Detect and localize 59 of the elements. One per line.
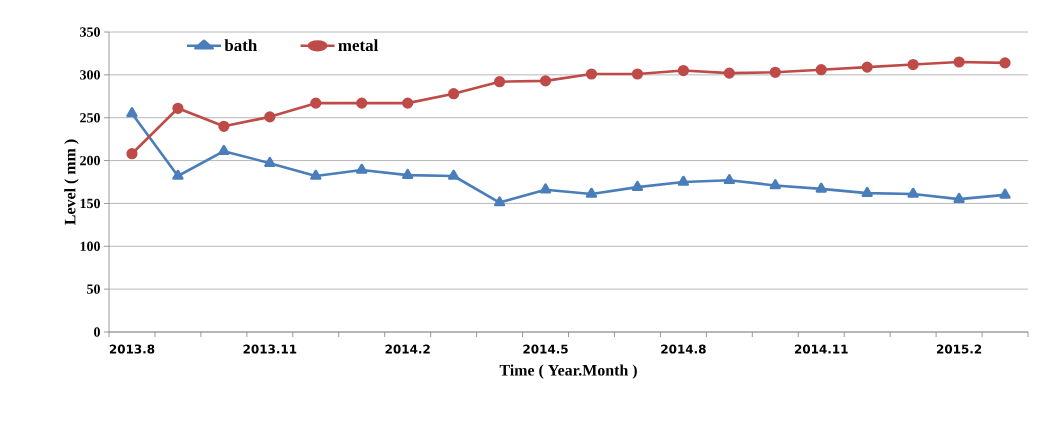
- point: [402, 97, 414, 109]
- y-tick-label: 100: [80, 241, 100, 251]
- x-tick-label: 2014.11: [794, 344, 848, 354]
- point: [677, 175, 690, 186]
- point: [402, 168, 414, 179]
- point: [907, 58, 919, 71]
- point: [310, 97, 322, 109]
- point: [953, 192, 965, 203]
- x-axis-title: Time ( Year.Month ): [499, 364, 637, 379]
- point: [539, 183, 552, 194]
- point: [493, 76, 506, 88]
- point: [861, 61, 873, 73]
- point: [172, 102, 184, 114]
- x-tick-label: 2013.11: [243, 344, 297, 354]
- point: [126, 148, 138, 160]
- point: [126, 107, 138, 118]
- point: [631, 180, 644, 191]
- point: [493, 196, 506, 207]
- point: [999, 57, 1011, 69]
- point: [585, 68, 598, 80]
- point: [769, 179, 781, 190]
- point: [356, 97, 368, 109]
- point: [815, 64, 827, 76]
- point: [172, 169, 184, 180]
- point: [448, 169, 460, 180]
- x-tick-label: 2014.8: [661, 344, 706, 354]
- point: [999, 188, 1011, 199]
- point: [631, 68, 644, 80]
- point: [907, 187, 919, 198]
- x-tick-label: 2014.2: [385, 344, 430, 354]
- point: [723, 173, 735, 185]
- point: [218, 144, 230, 155]
- y-tick-label: 150: [80, 198, 100, 209]
- point: [953, 56, 965, 68]
- point: [539, 75, 552, 87]
- point: [677, 64, 689, 77]
- point: [769, 66, 781, 78]
- point: [264, 111, 276, 123]
- point: [310, 169, 322, 180]
- legend-label: metal: [338, 39, 379, 52]
- x-tick-label: 2013.8: [109, 344, 155, 354]
- point: [218, 120, 230, 132]
- x-tick-label: 2014.5: [523, 344, 568, 354]
- y-tick-label: 300: [80, 70, 100, 80]
- y-axis-title: Level ( mm ): [64, 139, 79, 225]
- legend-label: bath: [224, 39, 257, 52]
- point: [585, 187, 598, 198]
- point: [861, 186, 873, 197]
- y-tick-label: 200: [80, 155, 100, 166]
- point: [448, 88, 460, 100]
- y-tick-label: 0: [94, 327, 100, 337]
- y-tick-label: 250: [80, 113, 100, 123]
- point: [264, 156, 276, 167]
- y-tick-label: 50: [87, 284, 100, 294]
- point: [815, 182, 827, 193]
- y-tick-label: 350: [80, 27, 100, 37]
- point: [356, 163, 368, 174]
- point: [723, 67, 735, 79]
- x-tick-label: 2015.2: [936, 344, 982, 354]
